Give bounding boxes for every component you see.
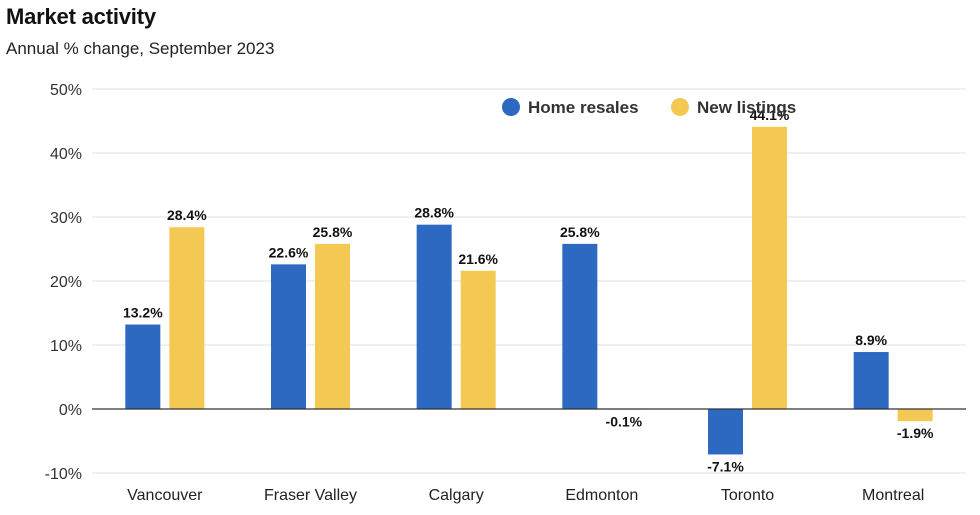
x-tick-label: Calgary [429, 487, 484, 504]
legend-label: New listings [697, 98, 796, 117]
data-label: 28.4% [167, 207, 207, 223]
data-label: -1.9% [897, 425, 934, 441]
bar-home-resales [853, 352, 889, 409]
chart-subtitle: Annual % change, September 2023 [6, 39, 275, 58]
bar-home-resales [271, 264, 306, 409]
data-label: -0.1% [606, 414, 643, 430]
x-tick-label: Toronto [721, 487, 774, 504]
bar-new-listings [897, 409, 933, 422]
bar-home-resales [562, 243, 598, 409]
x-tick-label: Edmonton [565, 487, 638, 504]
bar-home-resales [708, 409, 743, 455]
data-label: 25.8% [560, 224, 600, 240]
y-tick-label: 0% [59, 402, 82, 419]
bar-home-resales [416, 224, 452, 409]
x-tick-label: Vancouver [127, 487, 203, 504]
legend-label: Home resales [528, 98, 639, 117]
legend-marker-home-resales [502, 98, 520, 116]
legend-marker-new-listings [671, 98, 689, 116]
data-label: 28.8% [414, 205, 454, 221]
bar-new-listings [752, 126, 787, 409]
data-label: 21.6% [458, 251, 498, 267]
x-tick-label: Fraser Valley [264, 487, 357, 504]
y-tick-label: 40% [50, 146, 82, 163]
y-tick-label: 50% [50, 82, 82, 99]
y-tick-label: -10% [45, 466, 82, 483]
data-label: -7.1% [707, 458, 744, 474]
y-tick-label: 20% [50, 274, 82, 291]
bar-home-resales [125, 324, 161, 409]
data-label: 13.2% [123, 305, 163, 321]
chart-title: Market activity [6, 4, 156, 29]
bar-new-listings [460, 270, 496, 409]
bar-new-listings [315, 243, 350, 409]
data-label: 44.1% [750, 107, 790, 123]
x-tick-label: Montreal [862, 487, 924, 504]
y-tick-label: 30% [50, 210, 82, 227]
data-label: 22.6% [269, 244, 309, 260]
y-tick-label: 10% [50, 338, 82, 355]
bar-new-listings [169, 227, 205, 409]
data-label: 25.8% [313, 224, 353, 240]
data-label: 8.9% [855, 332, 887, 348]
